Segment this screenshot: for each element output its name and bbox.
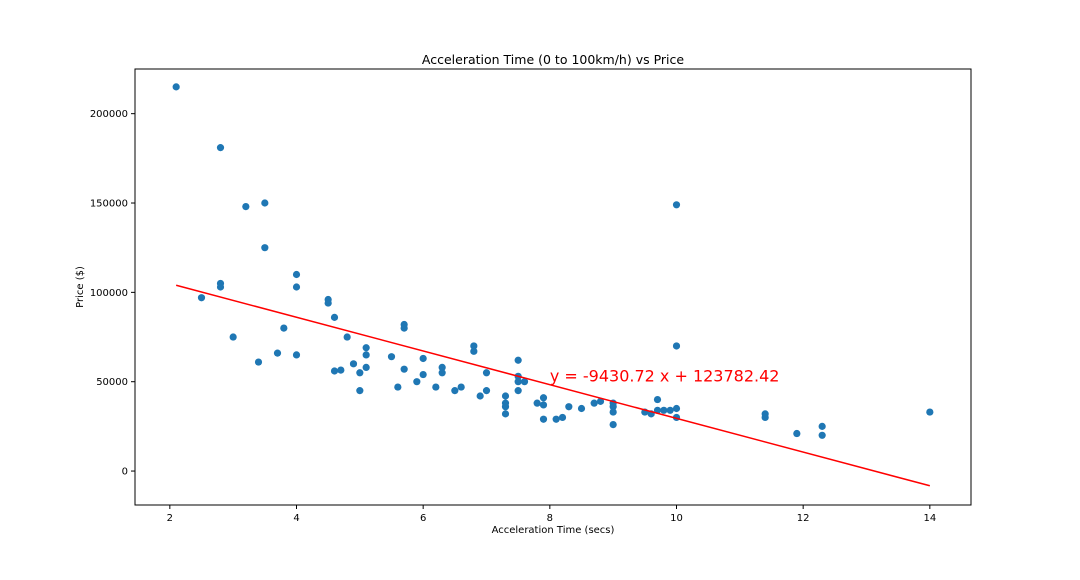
x-tick-label: 4 (293, 513, 299, 524)
y-tick-label: 50000 (96, 377, 128, 388)
data-point (609, 420, 617, 429)
data-point (470, 347, 478, 355)
data-point (596, 397, 605, 405)
data-point (413, 378, 421, 386)
data-point (419, 354, 427, 363)
data-point (242, 202, 250, 211)
chart-title: Acceleration Time (0 to 100km/h) vs Pric… (422, 52, 684, 67)
data-point (577, 404, 586, 413)
data-point (476, 392, 484, 400)
data-point (818, 422, 826, 430)
x-tick-label: 8 (547, 513, 553, 524)
data-point (343, 333, 351, 341)
data-point (672, 201, 681, 209)
data-point (216, 283, 225, 291)
data-point (356, 369, 364, 377)
x-tick-label: 2 (167, 513, 173, 524)
data-point (451, 387, 459, 395)
data-point (362, 351, 370, 359)
data-point (558, 413, 567, 422)
axes: 2 4 6 8 10 12 14 0 50000 100000 150000 200000 (90, 109, 936, 524)
data-point (501, 403, 510, 411)
plot-frame (134, 68, 972, 506)
data-point (438, 369, 446, 377)
data-point (280, 324, 288, 332)
data-point (349, 360, 358, 368)
data-point (197, 294, 206, 302)
data-point (254, 358, 263, 366)
data-point (761, 413, 769, 422)
data-point (501, 392, 510, 400)
data-point (324, 299, 332, 307)
data-point (172, 83, 180, 91)
data-point (514, 356, 522, 364)
regression-layer (175, 284, 931, 487)
data-point (400, 324, 408, 332)
data-point (362, 344, 370, 352)
data-point (533, 399, 541, 407)
y-tick-label: 0 (122, 467, 128, 478)
x-tick-label: 12 (797, 513, 810, 524)
data-point (438, 363, 446, 372)
data-point (539, 401, 548, 409)
data-point (356, 387, 364, 395)
data-point (330, 367, 339, 375)
data-point (672, 342, 681, 350)
data-point (400, 365, 408, 373)
data-point (362, 363, 370, 372)
y-tick-label: 100000 (90, 288, 128, 299)
data-point (337, 366, 345, 374)
data-point (273, 349, 282, 357)
data-point (818, 431, 826, 439)
data-point (660, 406, 668, 414)
data-point (501, 410, 510, 418)
x-tick-label: 14 (923, 513, 936, 524)
data-point (672, 404, 681, 413)
data-point (552, 415, 560, 423)
data-point (261, 199, 269, 207)
regression-equation-label: y = -9430.72 x + 123782.42 (550, 367, 780, 386)
data-point (216, 144, 225, 152)
x-tick-label: 6 (420, 513, 426, 524)
data-point (514, 387, 522, 395)
data-point (539, 415, 548, 423)
x-tick-label: 10 (670, 513, 683, 524)
data-point (793, 429, 801, 438)
y-tick-label: 200000 (90, 109, 128, 120)
data-point (292, 283, 301, 291)
data-point (482, 387, 491, 395)
data-point (292, 270, 301, 279)
regression-line (175, 284, 931, 487)
data-point (926, 408, 934, 416)
data-point (539, 394, 548, 402)
data-point (666, 406, 674, 414)
data-point (432, 383, 440, 391)
data-point (229, 333, 237, 341)
data-point (457, 383, 465, 391)
data-point (520, 378, 529, 386)
data-point (609, 408, 617, 416)
data-point (514, 378, 522, 386)
x-axis-label: Acceleration Time (secs) (492, 525, 615, 536)
data-point (261, 244, 269, 252)
data-point (590, 399, 598, 407)
data-point (292, 351, 301, 359)
y-axis-label: Price ($) (75, 266, 86, 308)
data-point (609, 403, 617, 411)
y-tick-label: 150000 (90, 199, 128, 210)
data-point (330, 313, 339, 321)
data-point (565, 403, 573, 411)
data-point (482, 369, 491, 377)
data-point (394, 383, 402, 391)
data-point (653, 395, 662, 404)
data-point (419, 370, 427, 379)
data-point (387, 353, 396, 361)
data-point (470, 342, 478, 350)
